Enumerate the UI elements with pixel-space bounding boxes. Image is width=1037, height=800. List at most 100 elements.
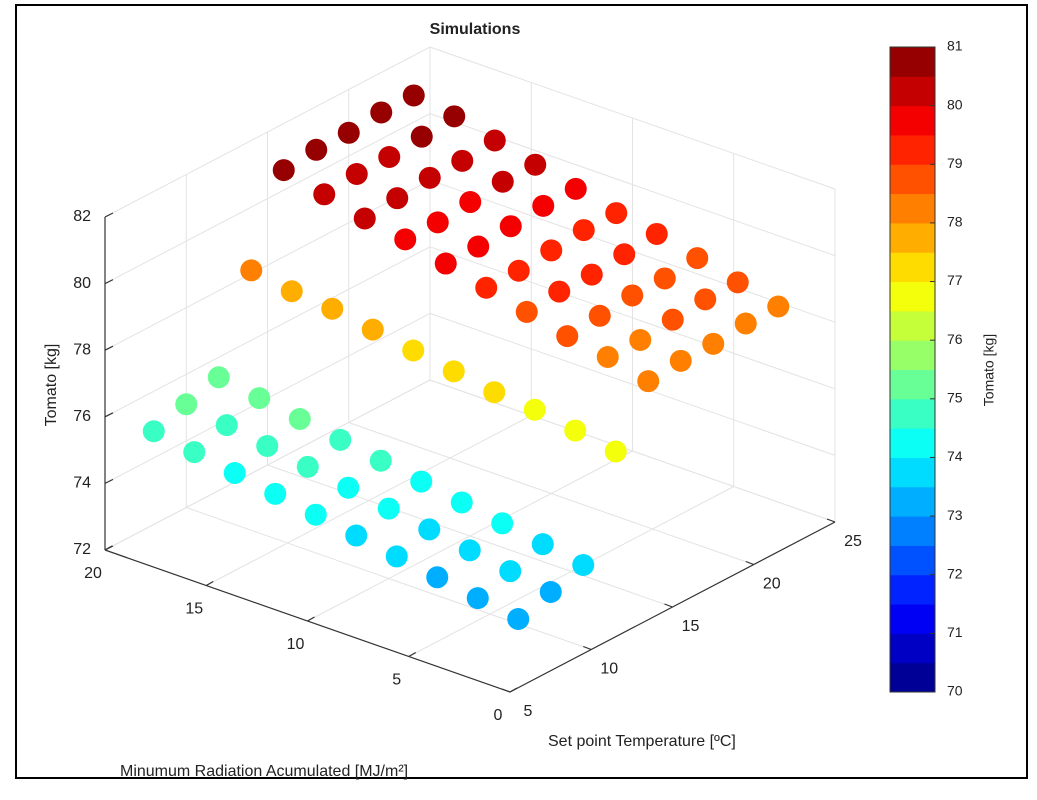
point bbox=[434, 252, 457, 275]
colorbar-band bbox=[890, 193, 935, 224]
x-tick bbox=[509, 687, 518, 693]
colorbar-band bbox=[890, 662, 935, 693]
z-tick-label: 72 bbox=[73, 541, 91, 558]
x-tick-label: 0 bbox=[494, 707, 503, 724]
point bbox=[507, 259, 530, 282]
x-tick bbox=[205, 580, 214, 587]
point bbox=[175, 393, 198, 416]
point bbox=[183, 441, 206, 464]
point bbox=[491, 512, 514, 535]
point bbox=[686, 247, 709, 270]
x-tick-label: 15 bbox=[185, 601, 203, 618]
point bbox=[523, 398, 546, 421]
point bbox=[661, 308, 684, 331]
point bbox=[305, 138, 328, 161]
point bbox=[466, 587, 489, 610]
point bbox=[531, 533, 554, 556]
point bbox=[515, 300, 538, 323]
point bbox=[572, 219, 595, 242]
point bbox=[669, 349, 692, 372]
colorbar-frame bbox=[889, 46, 936, 693]
z-tick bbox=[104, 412, 114, 418]
colorbar-band bbox=[890, 457, 935, 488]
x-tick bbox=[408, 651, 417, 658]
point bbox=[337, 476, 360, 499]
point bbox=[540, 239, 563, 262]
point bbox=[451, 149, 474, 172]
point bbox=[313, 183, 336, 206]
colorbar-tick-label: 76 bbox=[947, 331, 963, 347]
chart-title: Simulations bbox=[430, 21, 521, 38]
grid-line bbox=[267, 464, 673, 608]
colorbar-band bbox=[890, 47, 935, 77]
point bbox=[532, 194, 555, 217]
colorbar-band bbox=[890, 105, 935, 136]
point bbox=[556, 325, 579, 348]
point bbox=[564, 419, 587, 442]
colorbar-band bbox=[890, 310, 935, 341]
point bbox=[450, 491, 473, 514]
z-tick bbox=[104, 478, 114, 484]
y-tick bbox=[745, 560, 754, 566]
y-tick bbox=[664, 603, 673, 608]
point bbox=[345, 162, 368, 185]
grid-line bbox=[429, 379, 836, 523]
point bbox=[629, 328, 652, 351]
y-axis-label: Set point Temperature [ºC] bbox=[548, 733, 736, 750]
y-tick-label: 10 bbox=[600, 661, 618, 678]
colorbar-band bbox=[890, 134, 935, 165]
point bbox=[207, 366, 230, 389]
colorbar-tick-label: 81 bbox=[947, 38, 963, 54]
point bbox=[621, 284, 644, 307]
y-tick-label: 5 bbox=[524, 703, 533, 720]
y-tick bbox=[501, 688, 511, 693]
colorbar-band bbox=[890, 76, 935, 107]
point bbox=[240, 259, 263, 282]
point bbox=[572, 554, 595, 577]
z-tick-label: 76 bbox=[73, 408, 91, 425]
point bbox=[345, 524, 368, 547]
point bbox=[248, 387, 271, 410]
colorbar-band bbox=[890, 252, 935, 283]
y-tick-label: 20 bbox=[763, 576, 781, 593]
point bbox=[321, 297, 344, 320]
colorbar-tick-label: 79 bbox=[947, 155, 963, 171]
y-tick bbox=[826, 518, 836, 523]
colorbar-band bbox=[890, 428, 935, 458]
colorbar-band bbox=[890, 633, 935, 664]
colorbar-band bbox=[890, 281, 935, 312]
point bbox=[280, 280, 303, 303]
point bbox=[767, 295, 790, 318]
axes: 72 74 76 78 80 82 0 5 10 15 20 5 10 15 20 25 bbox=[73, 208, 862, 724]
point bbox=[499, 560, 522, 583]
point bbox=[418, 166, 441, 189]
colorbar-tick-label: 77 bbox=[947, 272, 963, 288]
point bbox=[378, 145, 401, 168]
colorbar-tick-label: 71 bbox=[947, 624, 963, 640]
point bbox=[734, 312, 757, 335]
point bbox=[353, 207, 376, 230]
point bbox=[426, 566, 449, 589]
colorbar-tick-label: 73 bbox=[947, 507, 963, 523]
point bbox=[604, 440, 627, 463]
colorbar-tick-label: 74 bbox=[947, 448, 963, 464]
point bbox=[475, 276, 498, 299]
z-tick-label: 74 bbox=[73, 475, 91, 492]
point bbox=[524, 153, 547, 176]
point bbox=[386, 187, 409, 210]
point bbox=[507, 608, 530, 630]
point bbox=[329, 428, 352, 451]
point bbox=[548, 280, 571, 303]
x-tick-label: 20 bbox=[84, 565, 102, 582]
colorbar-band bbox=[890, 222, 935, 253]
point bbox=[385, 545, 408, 568]
point bbox=[215, 414, 238, 437]
colorbar-band bbox=[890, 340, 935, 370]
frame bbox=[15, 4, 1028, 779]
colorbar-band bbox=[890, 574, 935, 605]
point bbox=[442, 360, 465, 383]
y-tick bbox=[583, 645, 592, 651]
point bbox=[402, 339, 425, 362]
point bbox=[402, 84, 425, 107]
